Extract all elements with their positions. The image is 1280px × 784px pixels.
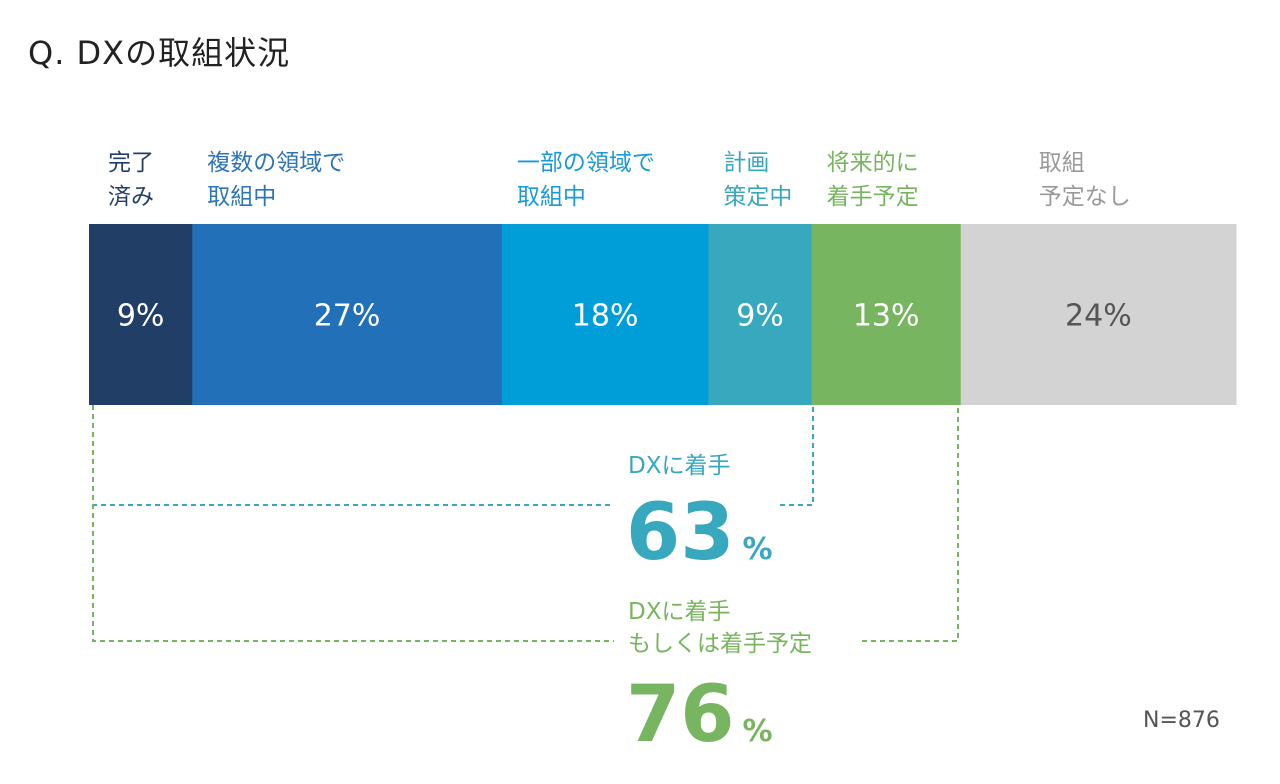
category-label: 完了 済み bbox=[108, 150, 154, 210]
category-label: 一部の領域で 取組中 bbox=[516, 150, 655, 210]
callout-label-planned: DXに着手 もしくは着手予定 bbox=[628, 599, 812, 657]
data-label: 9% bbox=[736, 299, 784, 334]
bar-segment bbox=[192, 224, 503, 405]
data-label: 24% bbox=[1065, 299, 1132, 334]
sample-size: N=876 bbox=[1143, 708, 1220, 733]
category-label: 将来的に 着手予定 bbox=[826, 150, 919, 210]
data-label: 13% bbox=[853, 299, 920, 334]
bar-segment bbox=[708, 224, 813, 405]
callout-unit: % bbox=[742, 532, 773, 567]
page-title: Q. DXの取組状況 bbox=[28, 34, 291, 72]
callout-unit: % bbox=[742, 714, 773, 749]
callout-label-started: DXに着手 bbox=[628, 453, 731, 479]
data-label: 27% bbox=[314, 299, 381, 334]
bracket-line bbox=[92, 405, 959, 642]
data-label: 9% bbox=[117, 299, 165, 334]
bar-segment bbox=[501, 224, 709, 405]
callout-number: 76 bbox=[626, 670, 735, 760]
category-label: 取組 予定なし bbox=[1038, 150, 1131, 210]
bar-segment bbox=[811, 224, 962, 405]
callout-value-started: 63% bbox=[626, 494, 773, 589]
bar-segment bbox=[960, 224, 1237, 405]
callout-number: 63 bbox=[626, 488, 735, 578]
category-label: 計画 策定中 bbox=[723, 150, 793, 210]
bar-segment bbox=[89, 224, 193, 405]
callout-value-planned: 76% bbox=[626, 676, 773, 771]
data-label: 18% bbox=[572, 299, 639, 334]
category-label: 複数の領域で 取組中 bbox=[207, 150, 346, 210]
